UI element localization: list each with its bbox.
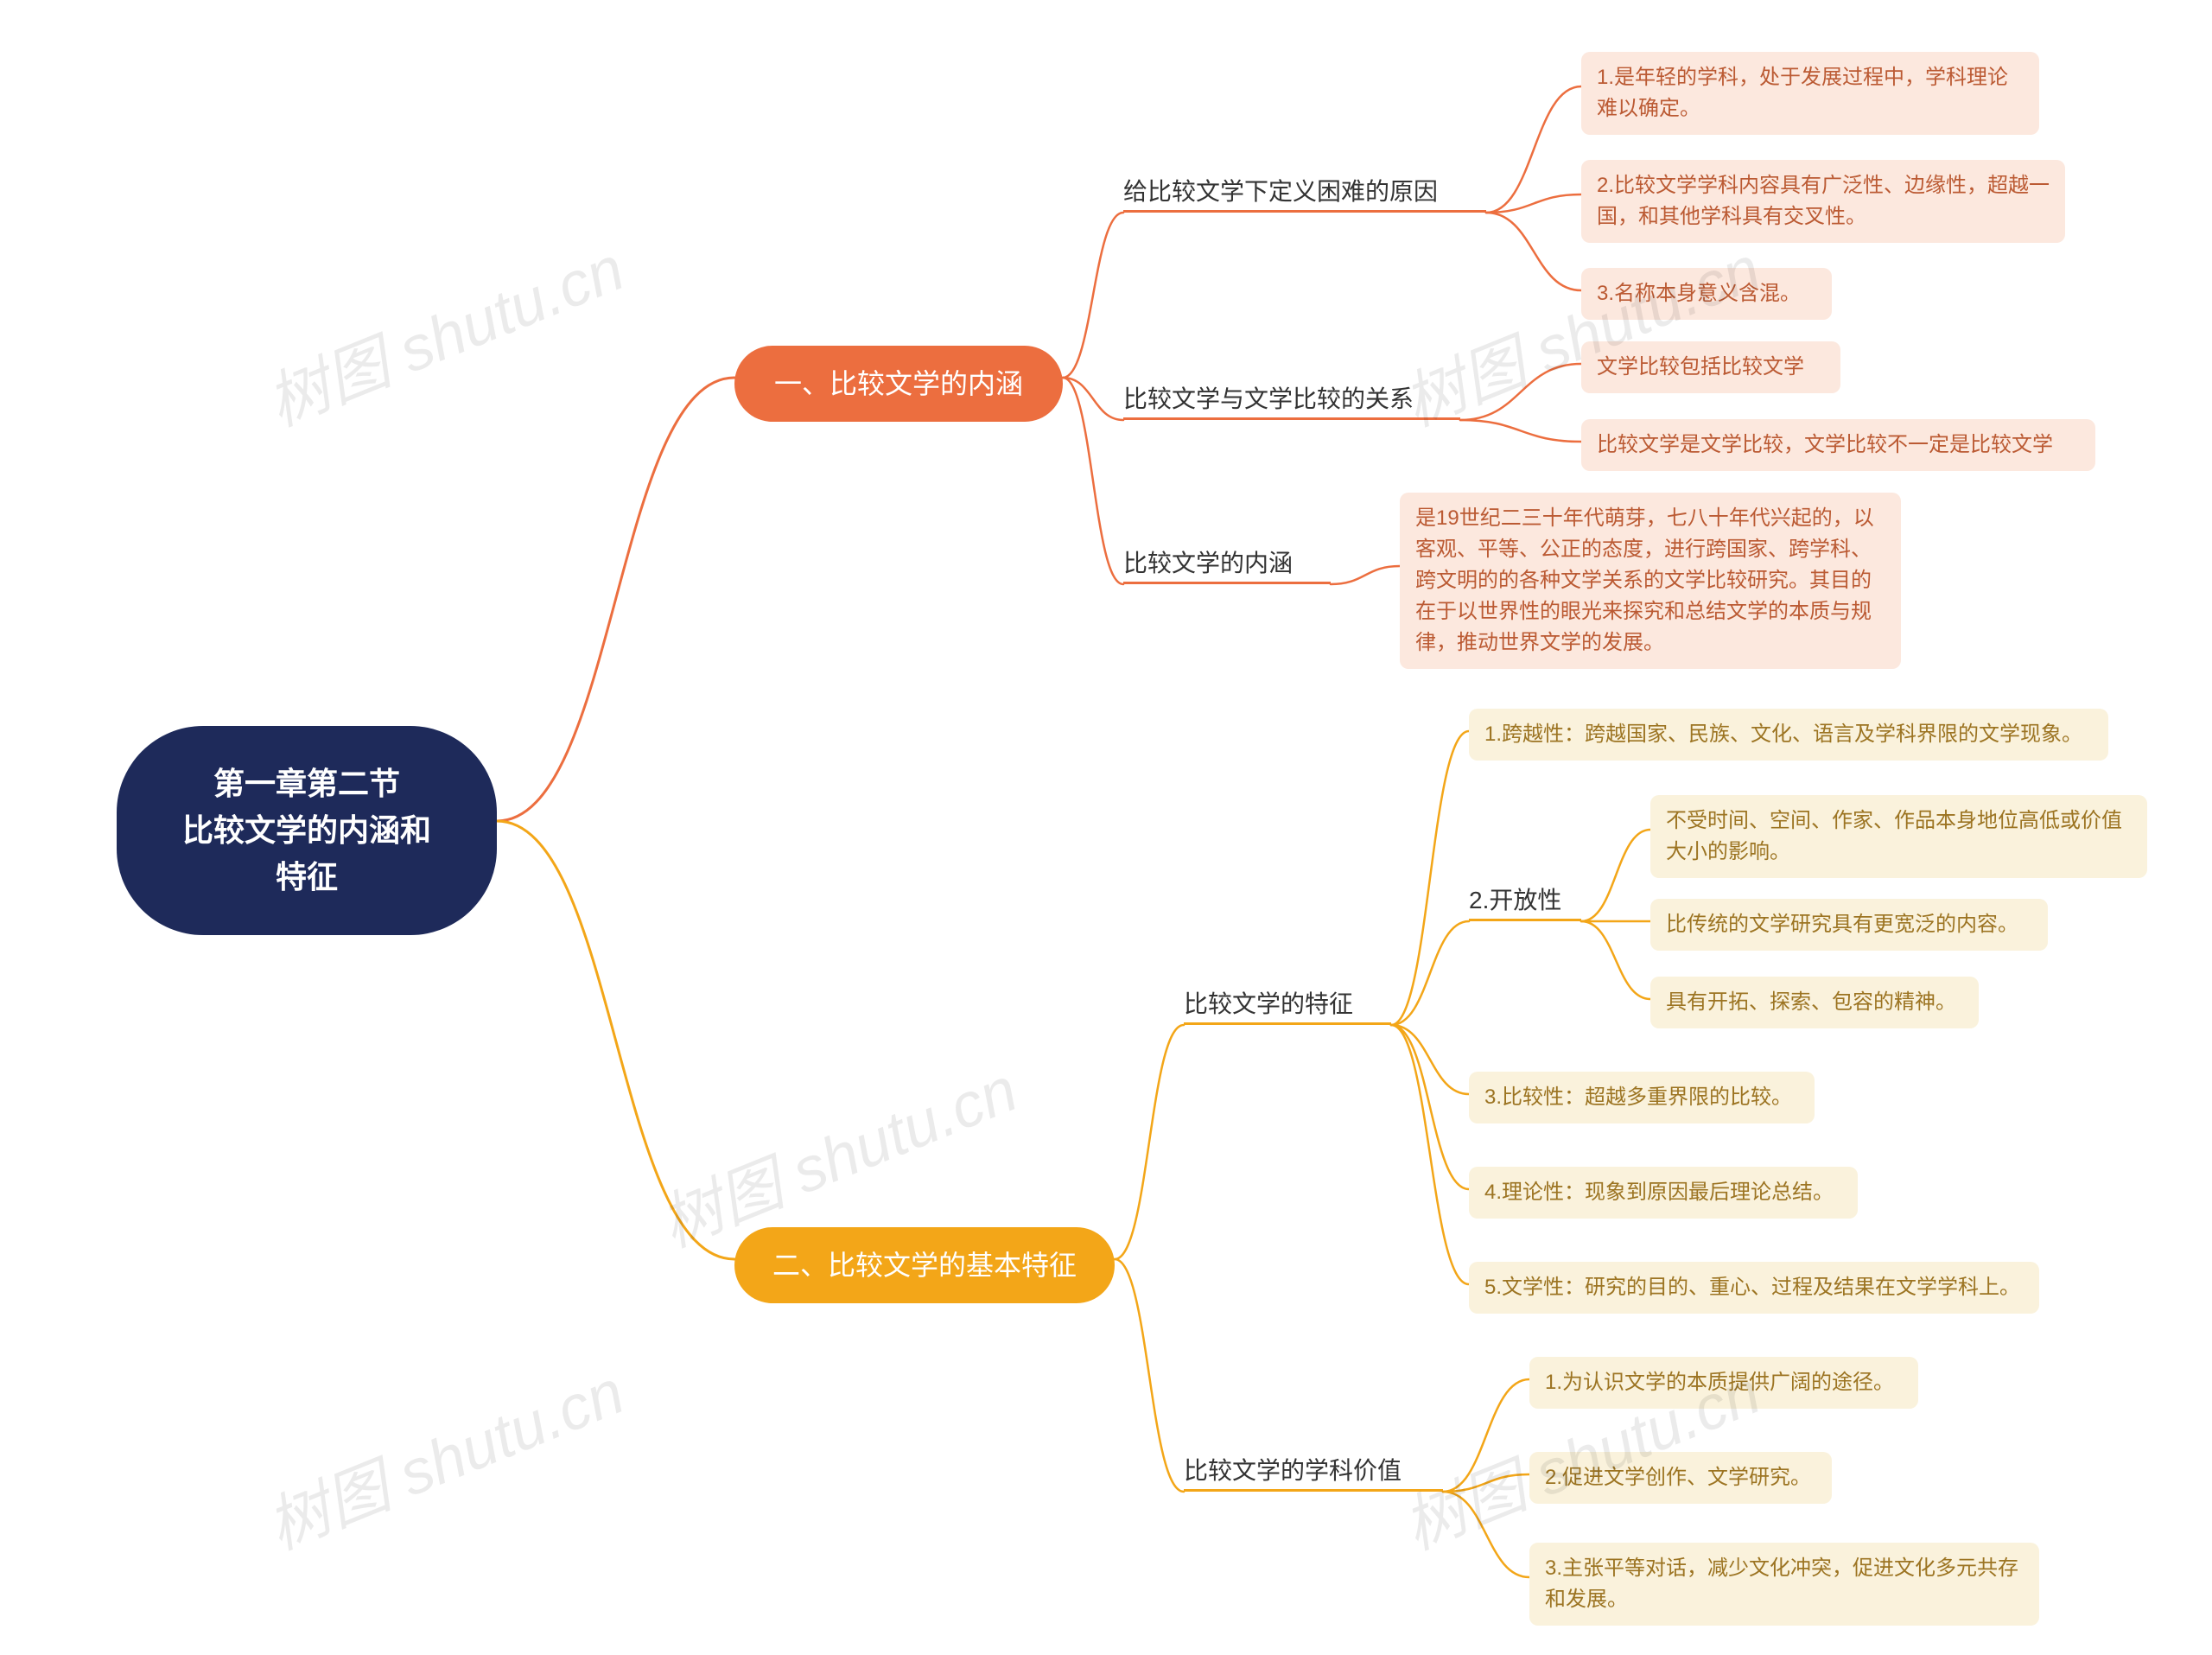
branch-1-child-2[interactable]: 比较文学的内涵: [1123, 544, 1331, 584]
branch-2-child-0-leaf-1-sub-2[interactable]: 具有开拓、探索、包容的精神。: [1650, 977, 1979, 1028]
branch-2-child-1-leaf-0[interactable]: 1.为认识文学的本质提供广阔的途径。: [1529, 1357, 1918, 1409]
root-node[interactable]: 第一章第二节 比较文学的内涵和 特征: [117, 726, 497, 935]
branch-2-child-0-leaf-3[interactable]: 4.理论性：现象到原因最后理论总结。: [1469, 1167, 1858, 1219]
branch-1[interactable]: 一、比较文学的内涵: [734, 346, 1063, 422]
branch-2[interactable]: 二、比较文学的基本特征: [734, 1227, 1115, 1303]
branch-1-child-2-leaf-0[interactable]: 是19世纪二三十年代萌芽，七八十年代兴起的，以客观、平等、公正的态度，进行跨国家…: [1400, 493, 1901, 669]
branch-1-child-0[interactable]: 给比较文学下定义困难的原因: [1123, 173, 1486, 213]
watermark: 树图 shutu.cn: [251, 218, 635, 443]
branch-2-child-0-leaf-1-sub-1[interactable]: 比传统的文学研究具有更宽泛的内容。: [1650, 899, 2048, 951]
branch-1-child-0-leaf-2[interactable]: 3.名称本身意义含混。: [1581, 268, 1832, 320]
branch-1-child-1-leaf-0[interactable]: 文学比较包括比较文学: [1581, 341, 1840, 393]
branch-2-child-0-leaf-1-sub-0[interactable]: 不受时间、空间、作家、作品本身地位高低或价值大小的影响。: [1650, 795, 2147, 878]
branch-2-child-0-leaf-4[interactable]: 5.文学性：研究的目的、重心、过程及结果在文学学科上。: [1469, 1262, 2039, 1314]
branch-1-child-1-leaf-1[interactable]: 比较文学是文学比较，文学比较不一定是比较文学: [1581, 419, 2095, 471]
branch-2-child-1[interactable]: 比较文学的学科价值: [1184, 1452, 1443, 1492]
branch-1-child-0-leaf-1[interactable]: 2.比较文学学科内容具有广泛性、边缘性，超越一国，和其他学科具有交叉性。: [1581, 160, 2065, 243]
branch-2-child-0-leaf-0[interactable]: 1.跨越性：跨越国家、民族、文化、语言及学科界限的文学现象。: [1469, 709, 2108, 761]
mindmap-canvas: 第一章第二节 比较文学的内涵和 特征 一、比较文学的内涵 给比较文学下定义困难的…: [0, 0, 2212, 1655]
watermark: 树图 shutu.cn: [251, 1341, 635, 1567]
branch-2-child-0[interactable]: 比较文学的特征: [1184, 985, 1391, 1025]
branch-2-child-1-leaf-2[interactable]: 3.主张平等对话，减少文化冲突，促进文化多元共存和发展。: [1529, 1543, 2039, 1626]
branch-2-child-0-leaf-2[interactable]: 3.比较性：超越多重界限的比较。: [1469, 1072, 1815, 1123]
branch-2-child-1-leaf-1[interactable]: 2.促进文学创作、文学研究。: [1529, 1452, 1832, 1504]
branch-1-child-0-leaf-0[interactable]: 1.是年轻的学科，处于发展过程中，学科理论难以确定。: [1581, 52, 2039, 135]
branch-2-child-0-leaf-1[interactable]: 2.开放性: [1469, 882, 1581, 921]
root-text: 第一章第二节 比较文学的内涵和 特征: [182, 761, 431, 901]
branch-1-child-1[interactable]: 比较文学与文学比较的关系: [1123, 380, 1460, 420]
